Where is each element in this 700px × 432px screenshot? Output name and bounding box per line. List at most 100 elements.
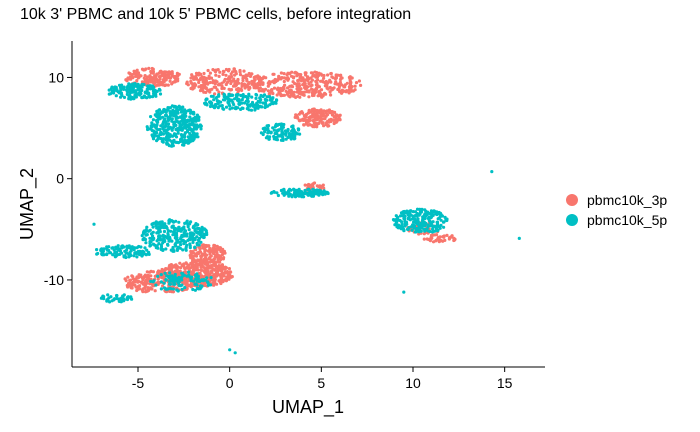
point-pbmc10k_5p	[429, 216, 433, 220]
point-pbmc10k_5p	[217, 94, 221, 98]
point-pbmc10k_5p	[168, 237, 172, 241]
point-pbmc10k_3p	[195, 252, 199, 256]
point-pbmc10k_3p	[438, 239, 442, 243]
point-pbmc10k_3p	[219, 255, 223, 259]
y-axis-label: UMAP_2	[17, 168, 38, 240]
point-pbmc10k_5p	[203, 101, 207, 105]
point-pbmc10k_5p	[198, 230, 202, 234]
point-pbmc10k_3p	[311, 184, 315, 188]
point-pbmc10k_3p	[452, 238, 457, 242]
point-pbmc10k_5p	[416, 222, 420, 226]
point-pbmc10k_5p	[239, 107, 243, 111]
point-pbmc10k_5p	[164, 138, 168, 142]
point-pbmc10k_5p	[228, 107, 232, 111]
point-pbmc10k_5p	[193, 288, 197, 292]
point-pbmc10k_3p	[224, 73, 228, 77]
point-pbmc10k_5p	[179, 243, 183, 247]
point-pbmc10k_5p	[195, 279, 199, 283]
point-pbmc10k_5p	[192, 112, 196, 116]
point-pbmc10k_3p	[194, 71, 199, 75]
point-pbmc10k_3p	[241, 78, 245, 83]
point-pbmc10k_3p	[135, 69, 139, 73]
point-pbmc10k_3p	[146, 273, 150, 277]
point-pbmc10k_5p	[151, 134, 155, 138]
point-pbmc10k_5p	[172, 277, 176, 281]
point-pbmc10k_5p	[177, 220, 181, 224]
point-pbmc10k_3p	[214, 73, 218, 77]
point-pbmc10k_5p	[129, 87, 133, 91]
point-pbmc10k_3p	[318, 111, 322, 115]
point-pbmc10k_5p	[426, 210, 430, 214]
point-pbmc10k_5p	[172, 280, 176, 284]
point-pbmc10k_3p	[215, 282, 219, 286]
point-pbmc10k_3p	[242, 82, 246, 86]
point-pbmc10k_3p	[329, 80, 333, 84]
point-pbmc10k_3p	[221, 247, 225, 251]
point-pbmc10k_3p	[311, 74, 315, 78]
point-pbmc10k_3p	[310, 87, 314, 91]
point-pbmc10k_5p	[259, 131, 263, 135]
point-pbmc10k_5p	[132, 96, 136, 101]
point-pbmc10k_5p	[109, 295, 113, 299]
point-pbmc10k_5p	[120, 244, 125, 248]
point-pbmc10k_5p	[148, 228, 152, 232]
point-pbmc10k_5p	[193, 236, 197, 241]
point-pbmc10k_3p	[282, 72, 286, 76]
point-pbmc10k_5p	[178, 123, 182, 127]
point-pbmc10k_5p	[125, 244, 129, 248]
point-pbmc10k_5p	[154, 283, 158, 287]
point-pbmc10k_3p	[213, 92, 217, 96]
point-pbmc10k_5p	[235, 94, 239, 98]
point-pbmc10k_3p	[430, 233, 434, 237]
point-pbmc10k_5p	[282, 193, 286, 197]
point-pbmc10k_5p	[236, 106, 240, 110]
point-pbmc10k_5p	[145, 233, 149, 237]
point-pbmc10k_3p	[301, 93, 305, 97]
point-pbmc10k_5p	[152, 221, 156, 225]
point-pbmc10k_3p	[319, 72, 323, 76]
point-pbmc10k_5p	[124, 88, 129, 92]
point-pbmc10k_5p	[132, 254, 136, 258]
point-pbmc10k_5p	[255, 103, 259, 107]
point-pbmc10k_5p	[159, 273, 163, 277]
point-pbmc10k_5p	[283, 129, 288, 133]
point-pbmc10k_3p	[282, 93, 286, 97]
point-pbmc10k_5p	[118, 297, 122, 301]
point-pbmc10k_3p	[307, 82, 311, 86]
point-pbmc10k_3p	[229, 81, 233, 86]
point-pbmc10k_5p	[174, 135, 179, 139]
point-pbmc10k_3p	[271, 91, 275, 96]
point-pbmc10k_3p	[138, 284, 142, 288]
point-pbmc10k_5p	[141, 249, 145, 254]
point-pbmc10k_3p	[193, 266, 197, 270]
point-pbmc10k_3p	[303, 71, 307, 75]
point-pbmc10k_5p	[258, 100, 262, 104]
point-pbmc10k_3p	[331, 118, 336, 122]
point-pbmc10k_3p	[319, 88, 324, 92]
point-pbmc10k_5p	[157, 242, 161, 246]
point-pbmc10k_5p	[265, 95, 269, 99]
point-pbmc10k_5p	[147, 250, 151, 254]
point-pbmc10k_5p	[108, 300, 112, 304]
point-pbmc10k_5p	[412, 220, 416, 224]
point-pbmc10k_3p	[332, 121, 336, 126]
point-pbmc10k_5p	[202, 278, 206, 282]
point-pbmc10k_3p	[195, 259, 199, 263]
point-pbmc10k_3p	[212, 260, 217, 264]
point-pbmc10k_3p	[197, 71, 201, 75]
point-pbmc10k_3p	[322, 76, 326, 80]
point-pbmc10k_3p	[267, 92, 271, 96]
point-pbmc10k_3p	[301, 83, 305, 87]
point-pbmc10k_3p	[215, 247, 219, 251]
point-pbmc10k_3p	[222, 249, 226, 253]
point-pbmc10k_3p	[286, 86, 290, 90]
point-pbmc10k_5p	[140, 95, 144, 99]
point-pbmc10k_5p	[174, 127, 178, 132]
point-pbmc10k_3p	[153, 80, 157, 84]
point-pbmc10k_5p	[181, 126, 185, 130]
point-pbmc10k_5p	[222, 95, 226, 99]
point-pbmc10k_3p	[289, 88, 293, 92]
point-pbmc10k_3p	[340, 90, 345, 94]
point-pbmc10k_5p	[176, 229, 180, 233]
point-pbmc10k_5p	[402, 290, 406, 294]
